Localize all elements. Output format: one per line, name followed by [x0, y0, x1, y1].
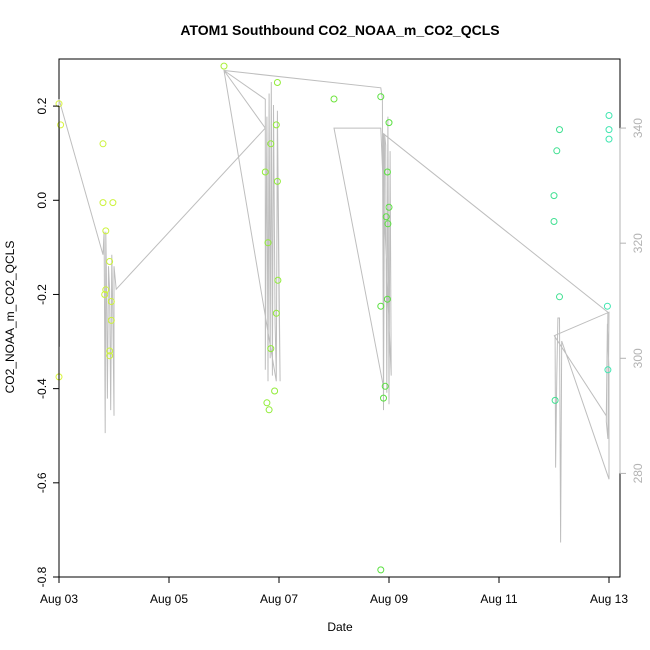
data-point [106, 258, 114, 265]
data-point [385, 119, 393, 127]
x-tick-label: Aug 05 [150, 592, 188, 606]
data-point [330, 95, 338, 103]
x-tick-label: Aug 09 [370, 592, 408, 606]
data-point [604, 366, 612, 374]
data-point [272, 309, 280, 317]
data-point [109, 199, 117, 207]
data-point [550, 218, 558, 225]
y-tick-label: -0.2 [35, 284, 49, 305]
data-point [264, 239, 272, 247]
y-tick-label: 0.2 [35, 97, 49, 114]
data-point [550, 192, 558, 200]
x-tick-label: Aug 07 [260, 592, 298, 606]
trace-line [58, 69, 610, 543]
data-point [382, 213, 390, 221]
x-tick-label: Aug 13 [590, 592, 628, 606]
point-layer [55, 62, 613, 574]
data-point [261, 168, 269, 176]
data-point [101, 291, 109, 298]
data-point [603, 302, 611, 310]
data-point [385, 203, 393, 211]
y2-axis: 280 300 320 340 [619, 118, 645, 483]
data-point [263, 399, 271, 407]
data-point [273, 177, 281, 185]
y2-tick-label: 280 [631, 463, 645, 483]
data-point [106, 352, 114, 360]
data-point [551, 396, 559, 404]
data-point [383, 168, 391, 176]
data-point [220, 62, 228, 70]
y-tick-label: -0.4 [35, 378, 49, 399]
plot-area [58, 58, 621, 578]
data-point [274, 276, 282, 284]
data-point [99, 199, 107, 207]
x-tick-label: Aug 11 [480, 592, 517, 606]
data-point [272, 121, 280, 129]
data-point [267, 345, 275, 353]
y-tick-label: 0.0 [35, 192, 49, 209]
data-point [102, 286, 110, 294]
x-axis-label: Date [327, 620, 353, 634]
data-point [381, 382, 389, 390]
data-point [271, 387, 279, 395]
y-axis-label: CO2_NOAA_m_CO2_QCLS [3, 241, 17, 394]
chart-title: ATOM1 Southbound CO2_NOAA_m_CO2_QCLS [180, 22, 499, 38]
x-axis: Aug 03 Aug 05 Aug 07 Aug 09 Aug 11 Aug 13 [40, 576, 628, 606]
trace-layer [58, 69, 610, 543]
data-point [605, 135, 613, 143]
data-point [107, 298, 115, 305]
data-point [267, 140, 275, 148]
data-point [99, 140, 107, 148]
data-point [106, 347, 114, 355]
data-point [377, 566, 385, 574]
data-point [107, 316, 115, 324]
data-point [377, 93, 385, 101]
data-point [605, 112, 613, 119]
data-point [553, 147, 561, 155]
data-point [377, 302, 385, 310]
data-point [57, 121, 65, 129]
y-tick-label: -0.8 [35, 566, 49, 587]
data-point [102, 227, 110, 235]
data-point [380, 394, 387, 402]
y2-tick-label: 300 [631, 348, 645, 368]
y2-tick-label: 340 [631, 118, 645, 138]
y-tick-label: -0.6 [35, 472, 49, 493]
data-point [605, 126, 613, 134]
y-axis: -0.8 -0.6 -0.4 -0.2 0.0 0.2 [35, 97, 60, 587]
y2-tick-label: 320 [631, 233, 645, 253]
data-point [265, 406, 273, 414]
data-point [556, 126, 563, 134]
data-point [556, 293, 563, 301]
data-point [273, 79, 281, 86]
x-tick-label: Aug 03 [40, 592, 78, 606]
data-point [383, 295, 391, 303]
data-point [384, 220, 392, 228]
